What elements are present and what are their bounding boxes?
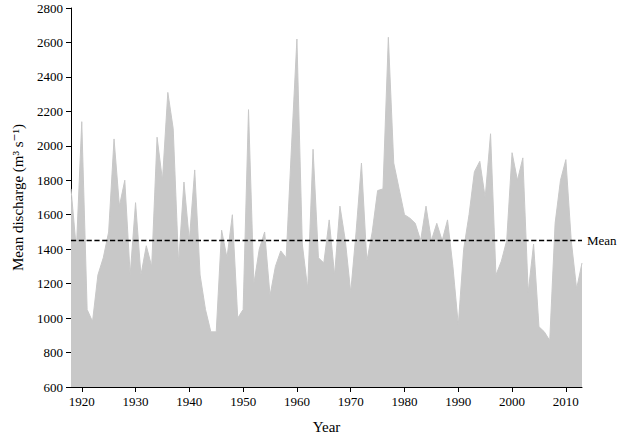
svg-text:1400: 1400 <box>37 242 63 257</box>
svg-text:Mean: Mean <box>587 233 617 248</box>
svg-text:2400: 2400 <box>37 69 63 84</box>
svg-text:1000: 1000 <box>37 311 63 326</box>
svg-text:2800: 2800 <box>37 1 63 16</box>
svg-text:Year: Year <box>313 419 341 435</box>
svg-text:1920: 1920 <box>69 394 95 409</box>
svg-text:600: 600 <box>44 380 64 395</box>
svg-text:800: 800 <box>44 345 64 360</box>
svg-text:2010: 2010 <box>553 394 579 409</box>
svg-text:2000: 2000 <box>37 138 63 153</box>
svg-text:Mean discharge (m³ s⁻¹): Mean discharge (m³ s⁻¹) <box>10 124 27 271</box>
svg-text:2000: 2000 <box>499 394 525 409</box>
svg-text:1980: 1980 <box>391 394 417 409</box>
svg-text:1950: 1950 <box>230 394 256 409</box>
svg-text:1970: 1970 <box>338 394 364 409</box>
svg-text:1930: 1930 <box>123 394 149 409</box>
svg-text:1600: 1600 <box>37 207 63 222</box>
svg-text:1940: 1940 <box>176 394 202 409</box>
svg-text:1800: 1800 <box>37 173 63 188</box>
svg-text:2600: 2600 <box>37 35 63 50</box>
svg-text:2200: 2200 <box>37 104 63 119</box>
svg-text:1990: 1990 <box>445 394 471 409</box>
svg-text:1960: 1960 <box>284 394 310 409</box>
svg-text:1200: 1200 <box>37 276 63 291</box>
